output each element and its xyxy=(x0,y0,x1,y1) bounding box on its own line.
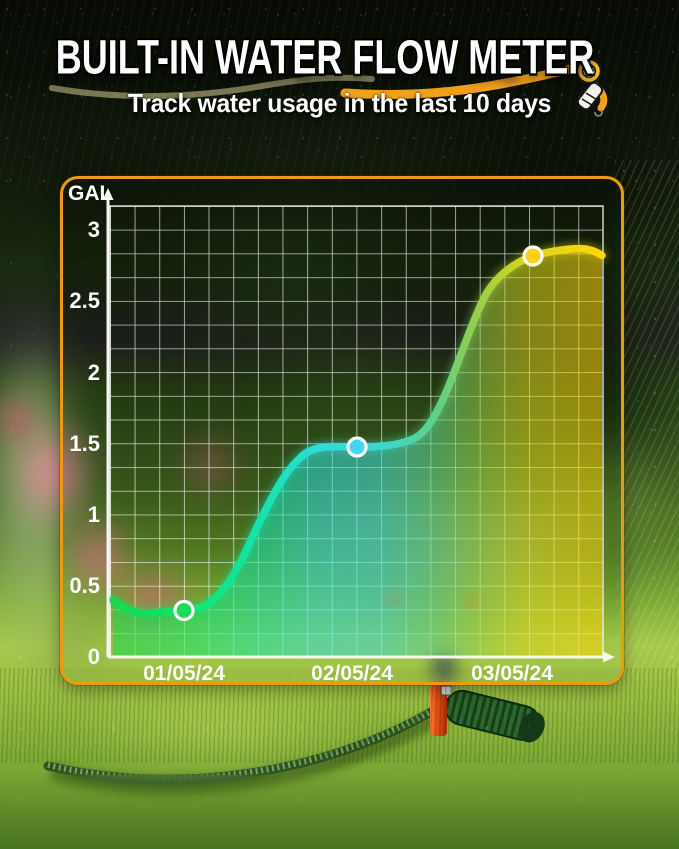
y-axis-arrow xyxy=(102,188,114,200)
garden-hose xyxy=(43,697,453,784)
pink-flower-blob xyxy=(0,390,45,450)
swoosh-pale xyxy=(49,74,375,100)
y-tick-labels: 0 0.5 1 1.5 2 2.5 3 xyxy=(69,217,100,669)
page-title: BUILT-IN WATER FLOW METER xyxy=(55,29,595,85)
data-point-02-05-24 xyxy=(346,436,368,458)
x-tick-date-1: 01/05/24 xyxy=(143,662,225,685)
coiled-hose xyxy=(444,689,545,743)
y-tick-1: 1 xyxy=(88,502,100,527)
y-tick-3: 3 xyxy=(88,217,100,242)
data-point-03-05-24 xyxy=(522,245,544,267)
swoosh-orange xyxy=(340,63,584,99)
usage-area-chart: GAL 0 0.5 1 1.5 2 2.5 3 01/05/24 02/05/2… xyxy=(68,182,615,685)
x-tick-date-3: 03/05/24 xyxy=(471,662,553,685)
sprinkler-fitting xyxy=(440,685,453,696)
y-tick-1-5: 1.5 xyxy=(69,431,100,456)
data-point-01-05-24 xyxy=(173,599,195,622)
sprinkler-stake xyxy=(430,682,447,736)
y-axis-unit-label: GAL xyxy=(68,182,113,205)
x-tick-date-2: 02/05/24 xyxy=(311,662,393,685)
flow-meter-chart-panel: GAL 0 0.5 1 1.5 2 2.5 3 01/05/24 02/05/2… xyxy=(60,176,624,685)
y-tick-0-5: 0.5 xyxy=(69,573,100,598)
y-tick-0: 0 xyxy=(88,644,100,669)
sunlit-grass-blob xyxy=(60,686,380,771)
bottom-blur xyxy=(0,774,679,849)
y-tick-2-5: 2.5 xyxy=(69,288,100,313)
rain-streaks-right xyxy=(615,160,679,679)
hose-shadow xyxy=(50,704,451,794)
spray-curl xyxy=(594,109,603,117)
page-subtitle: Track water usage in the last 10 days xyxy=(127,88,552,118)
axes xyxy=(106,198,605,659)
y-tick-2: 2 xyxy=(88,360,100,385)
water-flow-meter-icon xyxy=(575,50,604,117)
header-decoration xyxy=(49,50,608,117)
x-tick-labels: 01/05/24 02/05/24 03/05/24 xyxy=(143,662,553,685)
hose-ribs xyxy=(47,698,450,782)
x-axis-arrow xyxy=(603,651,615,663)
header: BUILT-IN WATER FLOW METER Track water us… xyxy=(0,0,679,150)
